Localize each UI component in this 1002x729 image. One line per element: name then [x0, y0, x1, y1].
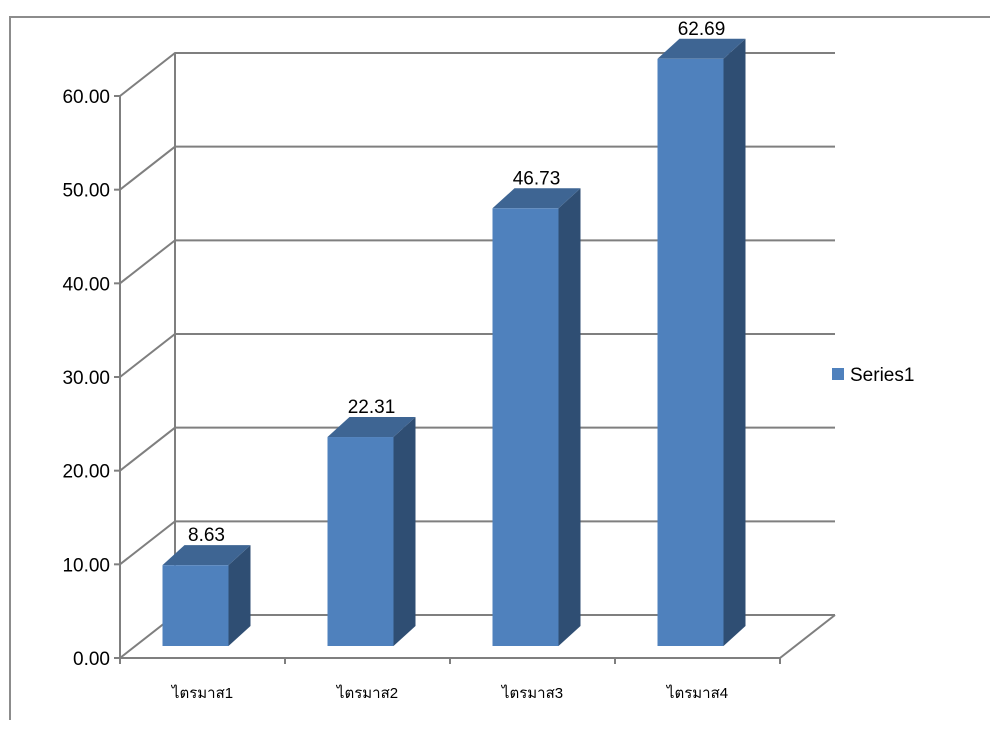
category-label-4: ไตรมาส4: [666, 684, 728, 702]
floor-right-edge: [779, 614, 836, 659]
axes: [119, 96, 781, 664]
bar-front: [657, 58, 724, 647]
chart-frame: [9, 16, 990, 720]
bar-2: [327, 417, 416, 646]
bar-side: [558, 188, 581, 647]
legend: Series1: [832, 365, 914, 386]
category-labels: ไตรมาส1 ไตรมาส2 ไตรมาส3 ไตรมาส4: [171, 684, 728, 702]
gridline: [119, 239, 835, 285]
legend-swatch-series1: [832, 368, 844, 380]
category-label-2: ไตรมาส2: [336, 684, 398, 702]
gridline: [119, 333, 835, 378]
gridline: [119, 520, 835, 566]
bar-top: [162, 545, 251, 566]
bar-top: [492, 188, 581, 209]
bar-top: [327, 417, 416, 438]
y-tick-label: 50.00: [62, 181, 110, 202]
bar-front: [492, 208, 559, 647]
y-tick-label: 40.00: [62, 274, 110, 295]
data-label-1: 8.63: [188, 525, 225, 546]
bar-side: [228, 545, 251, 646]
y-tick-label: 0.00: [73, 649, 110, 670]
category-label-3: ไตรมาส3: [501, 684, 563, 702]
bar-side: [723, 38, 746, 647]
gridline: [119, 145, 835, 191]
bar-3: [492, 188, 581, 647]
bar-side: [393, 417, 416, 646]
legend-label-series1: Series1: [850, 365, 914, 386]
bar-front: [162, 565, 229, 646]
gridline: [119, 52, 835, 97]
data-labels: 8.63 22.31 46.73 62.69: [188, 19, 725, 546]
y-tick-label: 20.00: [62, 462, 110, 483]
bar-1: [162, 545, 251, 646]
y-tick-label: 10.00: [62, 555, 110, 576]
gridline: [119, 426, 835, 472]
bar-top: [657, 38, 746, 59]
y-tick-label: 30.00: [62, 368, 110, 389]
y-tick-label: 60.00: [62, 87, 110, 108]
category-label-1: ไตรมาส1: [171, 684, 233, 702]
bar-4: [657, 38, 746, 647]
bars: [162, 38, 746, 647]
data-label-2: 22.31: [348, 397, 396, 418]
y-axis-tick-labels: 0.00 10.00 20.00 30.00 40.00 50.00 60.00: [62, 87, 120, 670]
data-label-3: 46.73: [513, 168, 561, 189]
data-label-4: 62.69: [678, 19, 726, 40]
bar-front: [327, 437, 394, 646]
